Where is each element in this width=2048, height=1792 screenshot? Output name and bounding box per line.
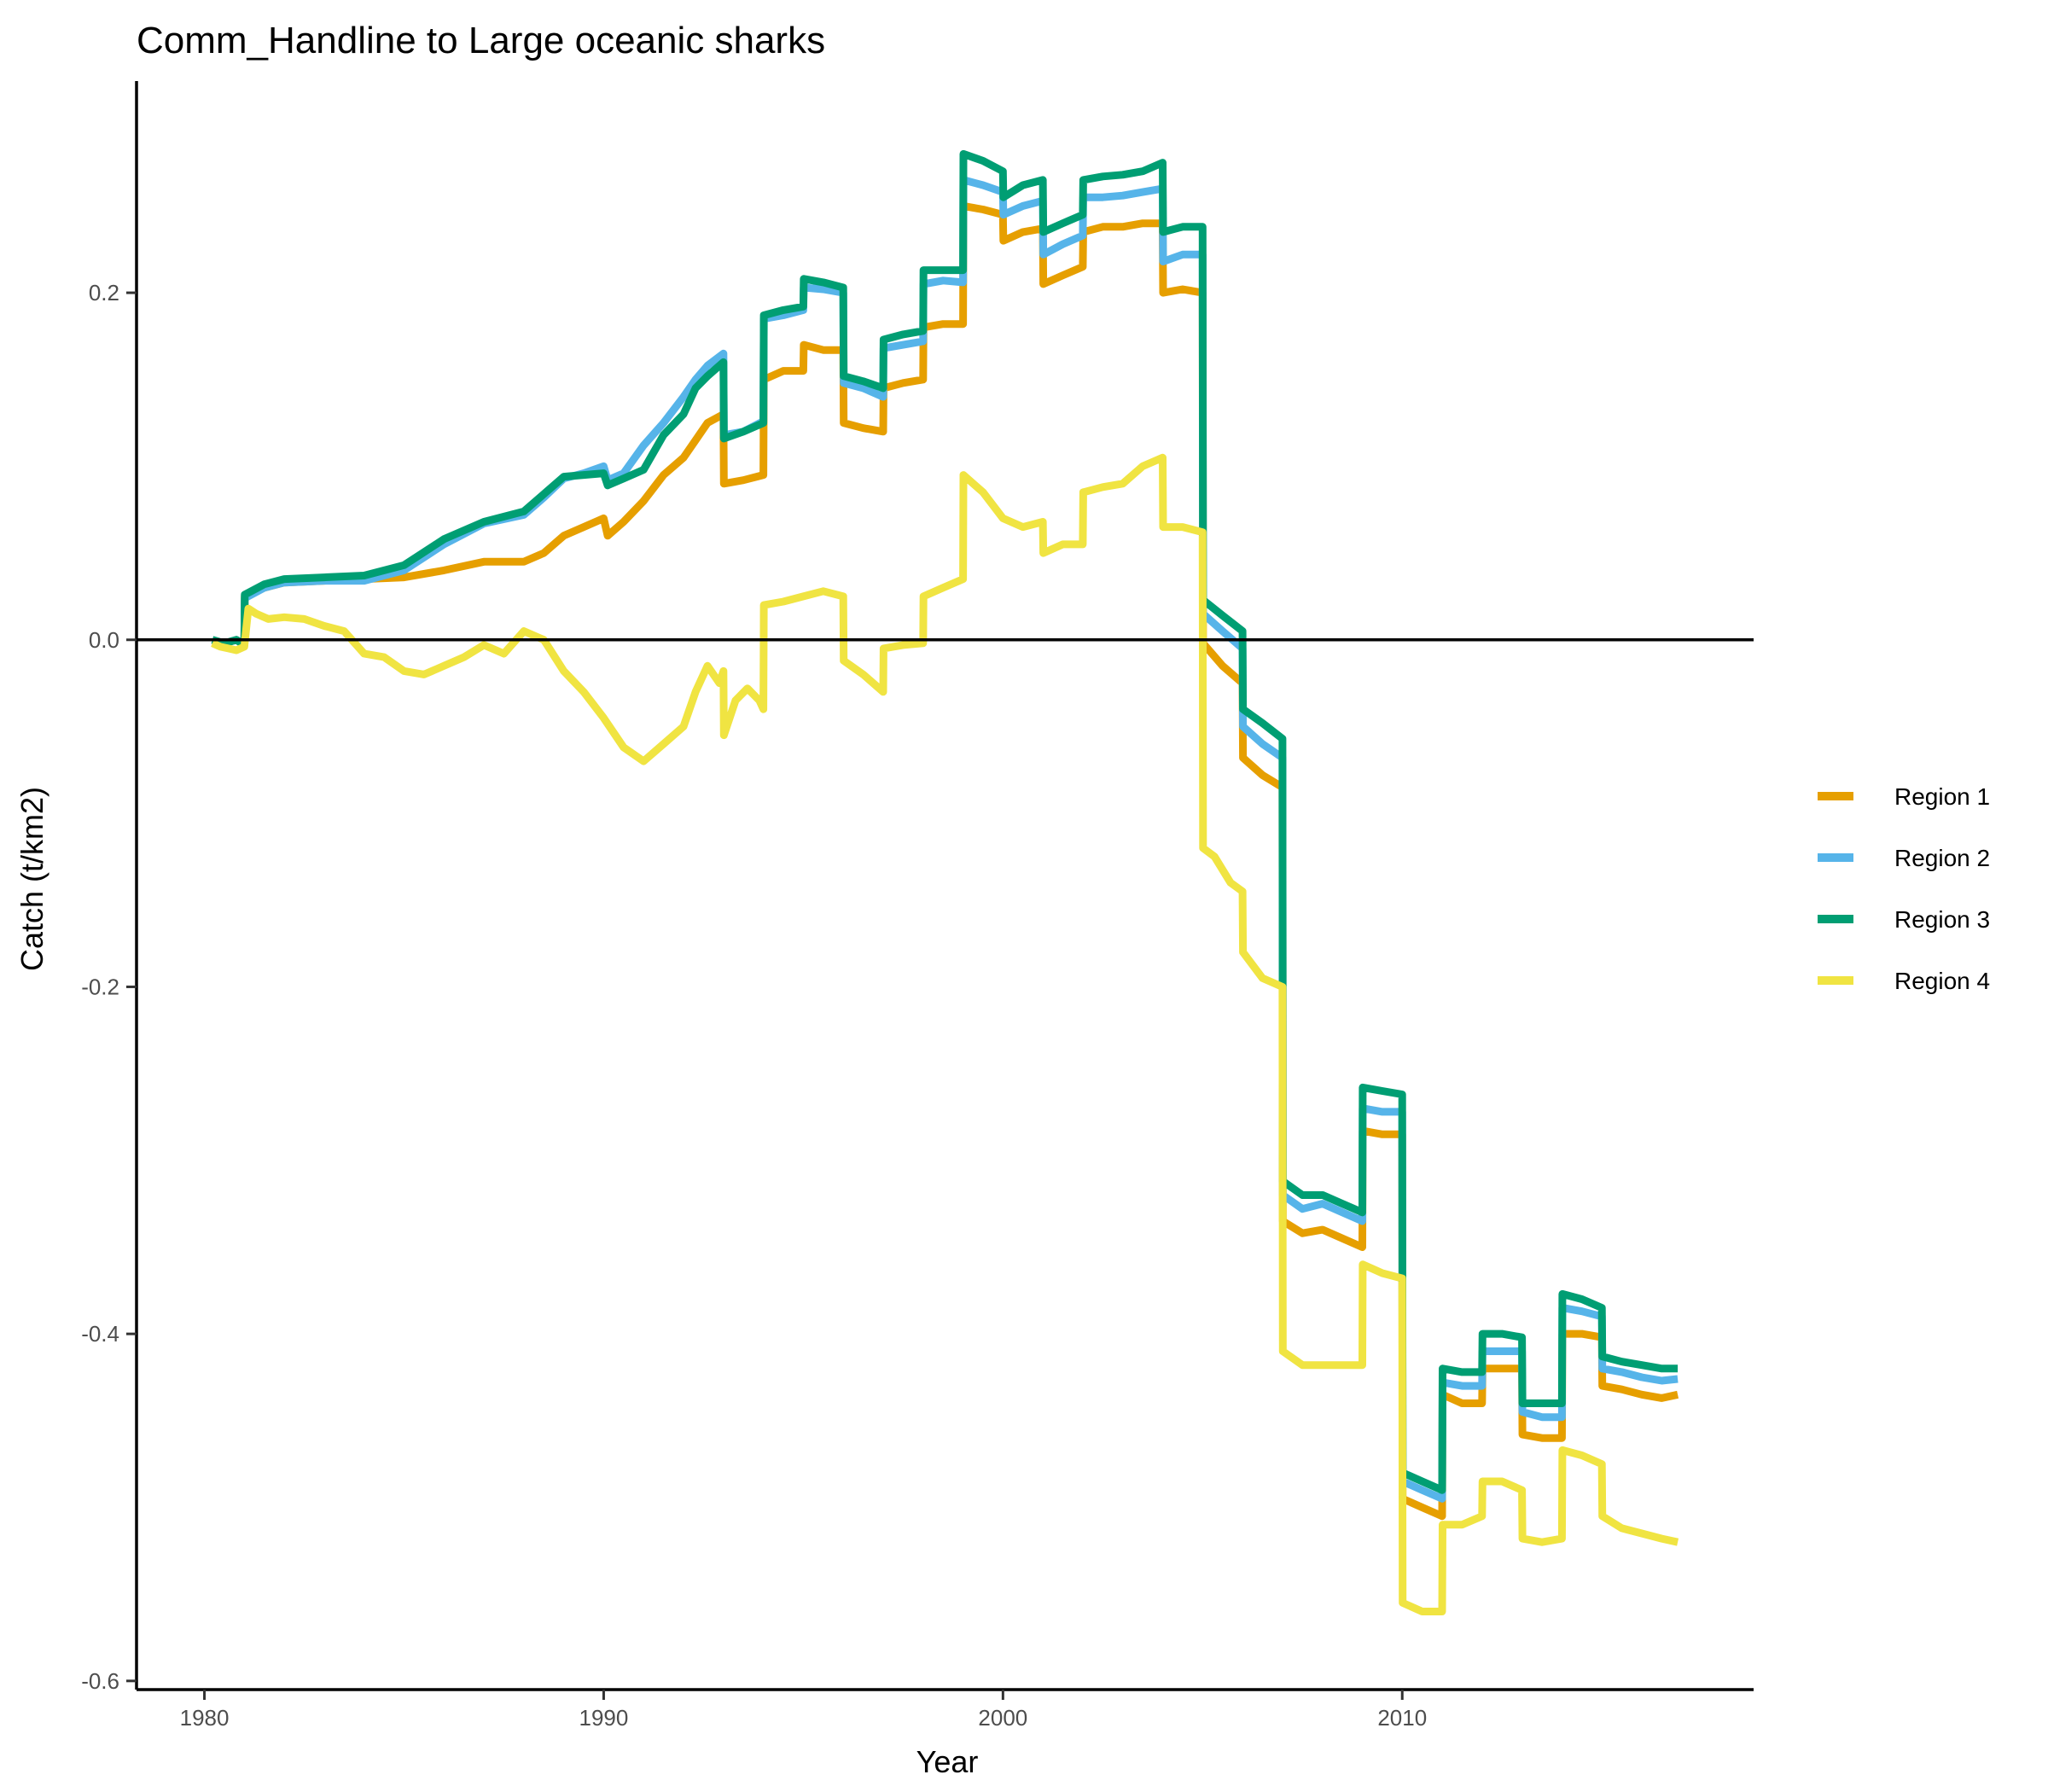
x-axis-title: Year — [916, 1744, 979, 1779]
x-tick-label: 1990 — [579, 1705, 629, 1731]
y-tick-label: 0.0 — [89, 627, 119, 653]
x-tick-label: 2000 — [978, 1705, 1027, 1731]
plot-lines — [211, 149, 1679, 1615]
y-tick-label: -0.4 — [81, 1321, 119, 1347]
legend-label-region-1: Region 1 — [1894, 783, 1990, 810]
y-tick-label: -0.2 — [81, 974, 119, 999]
y-tick-label: 0.2 — [89, 280, 119, 305]
y-axis-ticks: -0.6 -0.4 -0.2 0.0 0.2 — [81, 280, 137, 1694]
y-tick-label: -0.6 — [81, 1668, 119, 1694]
legend-label-region-2: Region 2 — [1894, 845, 1990, 871]
series-line-region-3 — [211, 149, 1679, 1494]
series-line-region-2 — [211, 176, 1679, 1503]
legend: Region 1 Region 2 Region 3 Region 4 — [1818, 783, 1990, 994]
legend-label-region-3: Region 3 — [1894, 906, 1990, 933]
chart-title: Comm_Handline to Large oceanic sharks — [137, 20, 825, 61]
y-axis-title: Catch (t/km2) — [15, 787, 49, 971]
x-axis-ticks: 1980 1990 2000 2010 — [180, 1690, 1427, 1731]
legend-label-region-4: Region 4 — [1894, 968, 1990, 994]
x-tick-label: 1980 — [180, 1705, 230, 1731]
x-tick-label: 2010 — [1377, 1705, 1427, 1731]
series-line-region-4 — [211, 453, 1679, 1615]
series-line-region-1 — [211, 201, 1679, 1521]
